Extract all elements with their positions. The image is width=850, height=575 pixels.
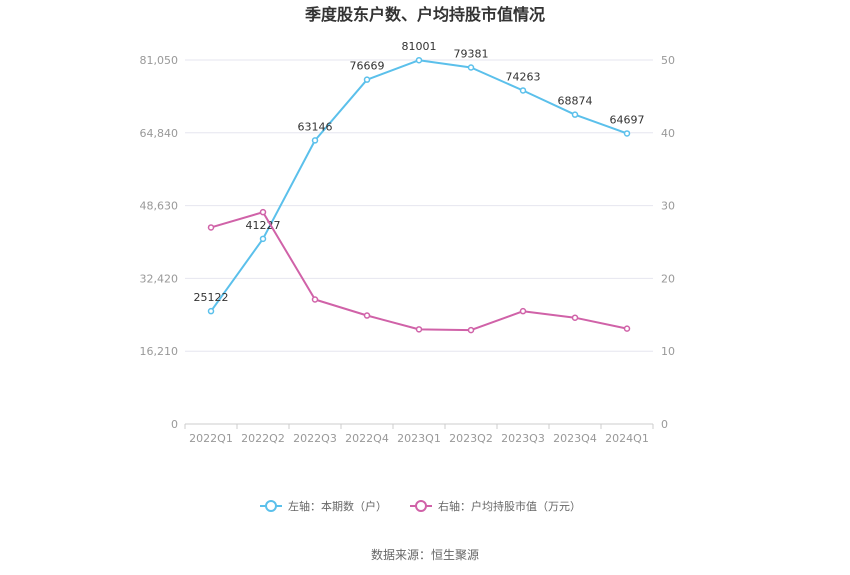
legend-label: 右轴：户均持股市值（万元） (438, 499, 581, 513)
data-point (623, 325, 631, 332)
data-label: 64697 (610, 113, 645, 126)
right-axis-tick-label: 0 (661, 418, 668, 431)
data-label: 41227 (246, 219, 281, 232)
right-axis-tick-label: 40 (661, 127, 675, 140)
series-1: 25122 41227 63146 76669 81001 79381 74263 68874… (194, 40, 645, 315)
legend: 左轴：本期数（户） 右轴：户均持股市值（万元） (260, 499, 581, 513)
right-axis-tick-label: 20 (661, 272, 675, 285)
left-axis-tick-label: 64,840 (140, 127, 179, 140)
right-axis-tick-label: 10 (661, 345, 675, 358)
data-point (467, 326, 475, 334)
data-point (207, 307, 215, 315)
data-point (311, 137, 319, 144)
data-point (519, 87, 527, 94)
left-axis-tick-label: 81,050 (140, 54, 179, 67)
data-point (519, 307, 527, 315)
right-axis-tick-label: 30 (661, 200, 675, 213)
x-axis-tick-label: 2023Q3 (501, 432, 545, 445)
left-axis-tick-label: 0 (171, 418, 178, 431)
data-label: 76669 (350, 60, 385, 73)
legend-item: 左轴：本期数（户） (260, 499, 387, 513)
data-label: 25122 (194, 291, 229, 304)
x-axis-tick-label: 2023Q1 (397, 432, 441, 445)
data-label: 81001 (402, 40, 437, 53)
data-label: 79381 (454, 47, 489, 60)
data-point (467, 64, 475, 71)
series-2 (207, 208, 631, 334)
chart-source: 数据来源：恒生聚源 (371, 547, 479, 562)
data-label: 74263 (506, 70, 541, 83)
right-axis-tick-label: 50 (661, 54, 675, 67)
x-axis-tick-label: 2022Q3 (293, 432, 337, 445)
data-point (363, 312, 371, 319)
legend-item: 右轴：户均持股市值（万元） (410, 499, 581, 513)
series-line (210, 211, 628, 332)
x-axis-tick-label: 2022Q2 (241, 432, 285, 445)
legend-label: 左轴：本期数（户） (288, 499, 387, 513)
x-axis-tick-label: 2022Q1 (189, 432, 233, 445)
legend-marker (415, 500, 427, 512)
legend-marker (265, 500, 277, 512)
series: 25122 41227 63146 76669 81001 79381 74263 68874… (194, 40, 645, 334)
x-axis-tick-label: 2023Q4 (553, 432, 597, 445)
x-axis-tick-label: 2022Q4 (345, 432, 389, 445)
x-axis-tick-label: 2023Q2 (449, 432, 493, 445)
data-point (415, 326, 423, 333)
data-point (571, 111, 579, 118)
x-axis-tick-label: 2024Q1 (605, 432, 649, 445)
data-point (207, 224, 215, 231)
data-point (363, 76, 371, 83)
data-point (311, 296, 319, 303)
data-label: 63146 (298, 120, 333, 133)
data-point (259, 208, 267, 216)
data-label: 68874 (558, 95, 593, 108)
axes: 0 16,210 32,420 48,630 64,840 81,050 0 10 20 30 40… (140, 54, 676, 445)
left-axis-tick-label: 48,630 (140, 200, 179, 213)
data-point (259, 235, 267, 243)
left-axis-tick-label: 16,210 (140, 345, 179, 358)
left-axis-tick-label: 32,420 (140, 272, 179, 285)
data-point (623, 130, 631, 137)
chart-title: 季度股东户数、户均持股市值情况 (304, 5, 545, 24)
data-point (571, 314, 579, 321)
data-point (415, 56, 423, 64)
